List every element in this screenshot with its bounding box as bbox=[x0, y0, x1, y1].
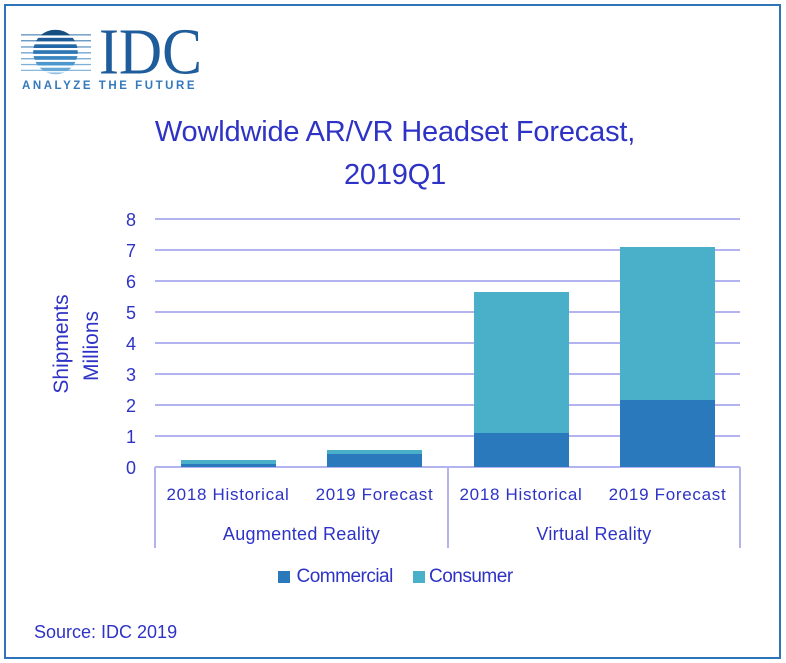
svg-text:ANALYZE THE FUTURE: ANALYZE THE FUTURE bbox=[22, 80, 195, 92]
svg-text:IDC: IDC bbox=[99, 27, 202, 89]
